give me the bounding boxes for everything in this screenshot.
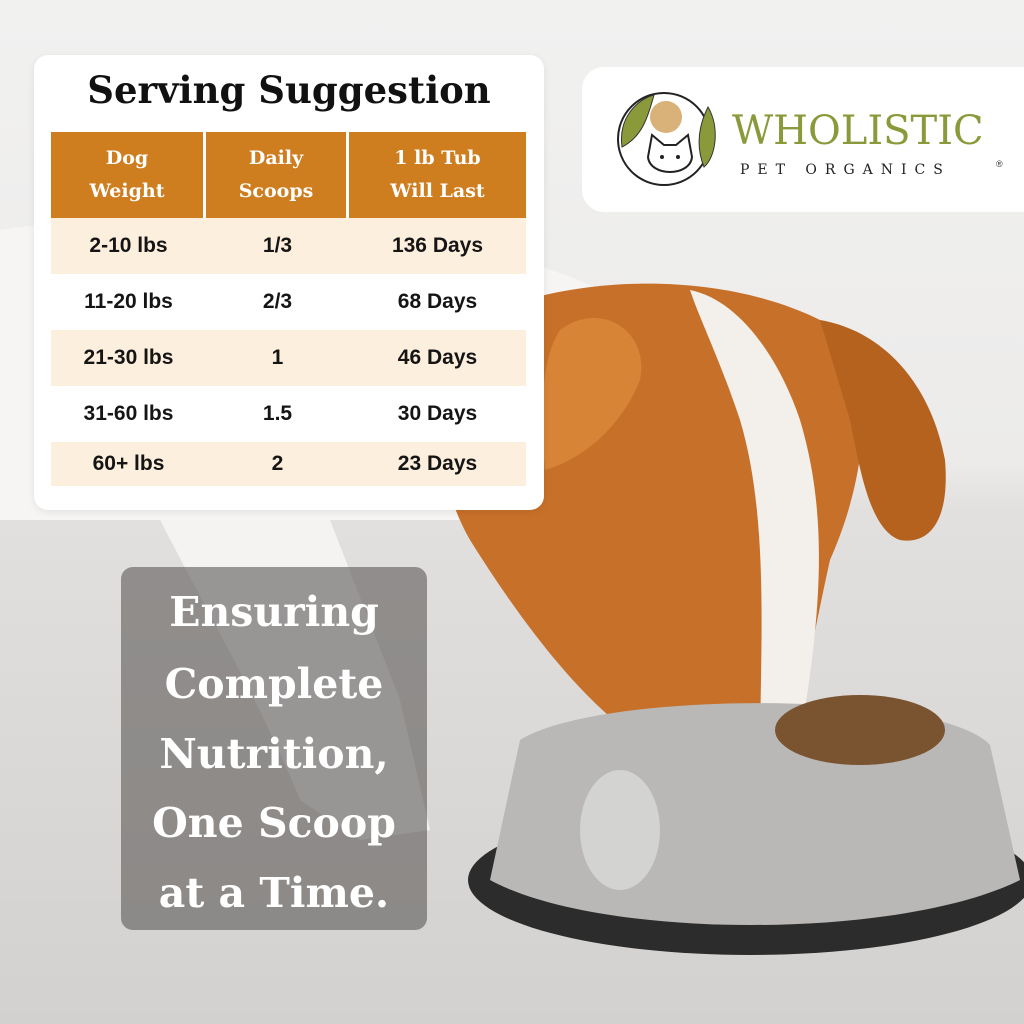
cell-days: 68 Days — [397, 290, 478, 313]
header-tub-last: 1 lb Tub Will Last — [349, 132, 526, 218]
cell-scoops: 2/3 — [262, 290, 293, 313]
kibble — [775, 695, 945, 765]
brand-name: WHOLISTIC — [732, 108, 984, 154]
tagline-line: Complete — [164, 660, 384, 708]
header-dog-weight: Dog Weight — [51, 132, 206, 218]
cell-days: 136 Days — [349, 218, 526, 274]
tagline-line: Ensuring — [169, 588, 379, 636]
cell-weight: 11-20 lbs — [84, 290, 173, 313]
cell-days: 23 Days — [349, 442, 526, 486]
tagline-line: Nutrition, — [159, 730, 389, 778]
card-title: Serving Suggestion — [87, 68, 491, 112]
serving-suggestion-card: Serving Suggestion Dog Weight Daily Scoops… — [34, 55, 544, 510]
cell-scoops: 2 — [206, 442, 349, 486]
tagline-overlay: Ensuring Complete Nutrition, One Scoop a… — [121, 567, 427, 930]
cell-weight: 31-60 lbs — [83, 402, 174, 425]
table-header-row: Dog Weight Daily Scoops 1 lb Tub Will Last — [51, 132, 526, 218]
serving-table: Dog Weight Daily Scoops 1 lb Tub Will Last … — [51, 132, 526, 486]
brand-subtitle: PET ORGANICS — [740, 162, 951, 178]
cell-scoops: 1.5 — [262, 402, 293, 425]
cell-scoops: 1 — [206, 330, 349, 386]
cell-weight: 60+ lbs — [51, 442, 206, 486]
cell-days: 46 Days — [349, 330, 526, 386]
cell-weight: 2-10 lbs — [51, 218, 206, 274]
cell-days: 30 Days — [397, 402, 478, 425]
table-row: 21-30 lbs 1 46 Days — [51, 330, 526, 386]
header-daily-scoops: Daily Scoops — [206, 132, 349, 218]
table-row: 31-60 lbs 1.5 30 Days — [51, 386, 526, 442]
table-row: 2-10 lbs 1/3 136 Days — [51, 218, 526, 274]
cell-weight: 21-30 lbs — [51, 330, 206, 386]
table-row: 60+ lbs 2 23 Days — [51, 442, 526, 486]
tagline-line: One Scoop — [152, 799, 396, 847]
dog-blaze — [690, 290, 819, 760]
brand-logo: WHOLISTIC PET ORGANICS ® — [582, 67, 1024, 212]
dog-cat-leaf-logo-icon — [617, 92, 716, 186]
tagline-line: at a Time. — [158, 869, 390, 917]
table-row: 11-20 lbs 2/3 68 Days — [51, 274, 526, 330]
dog-ear-left — [542, 318, 642, 470]
cell-scoops: 1/3 — [206, 218, 349, 274]
dog-ear — [820, 320, 946, 541]
bowl-highlight — [580, 770, 660, 890]
registered-mark: ® — [996, 159, 1003, 169]
